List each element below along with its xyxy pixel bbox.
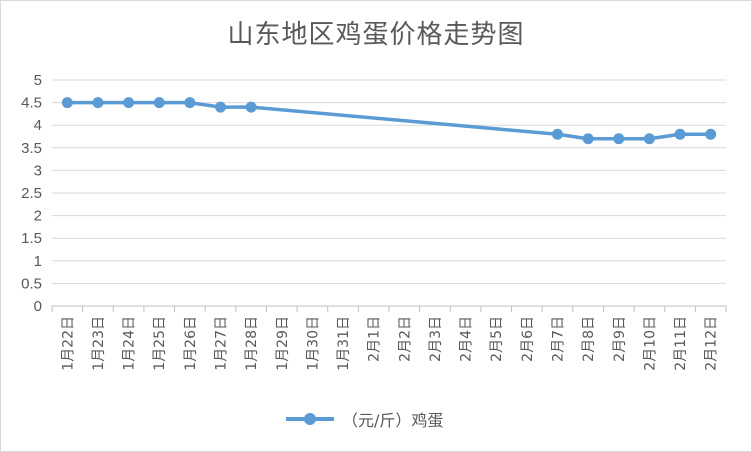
data-point [153,97,165,109]
x-tick-label: 1月23日 [91,316,107,371]
x-tick-label: 2月7日 [551,316,567,362]
x-tick-label: 2月11日 [673,316,689,371]
x-tick-label: 2月5日 [489,316,505,362]
data-point [92,97,104,109]
legend-label: （元/斤）鸡蛋 [342,411,444,430]
data-point [215,101,226,113]
data-point [643,133,655,145]
x-tick-label: 1月28日 [244,316,260,371]
series-layer [61,97,717,145]
data-point [245,101,257,113]
y-tick-label: 1.5 [21,230,42,247]
x-tick-label: 1月30日 [305,316,321,371]
y-tick-label: 2.5 [21,185,42,202]
chart-title: 山东地区鸡蛋价格走势图 [227,20,525,50]
y-tick-label: 3.5 [21,140,42,157]
y-tick-label: 4.5 [21,95,42,112]
y-tick-label: 5 [34,72,42,89]
x-tick-label: 1月29日 [275,316,291,371]
x-axis: 1月22日 1月23日 1月24日 1月25日 1月26日 1月27日 1月28日 1月29日… [51,305,727,371]
y-tick-label: 2 [34,208,42,225]
data-point [184,97,196,109]
legend: （元/斤）鸡蛋 [286,407,443,431]
x-tick-label: 1月22日 [60,316,76,371]
x-tick-label: 2月6日 [520,316,536,362]
data-point [552,128,563,140]
x-tick-label: 2月12日 [704,316,720,371]
x-tick-label: 1月25日 [152,316,168,371]
x-tick-label: 1月27日 [214,316,230,371]
y-tick-label: 4 [34,117,42,134]
x-tick-label: 2月3日 [428,316,444,362]
data-point [61,97,73,109]
x-tick-label: 2月9日 [612,316,628,362]
y-axis: 0 0.5 1 1.5 2 2.5 3 3.5 4 4.5 5 [21,72,42,315]
data-point [123,97,135,109]
gridlines [52,79,726,307]
data-point [613,133,625,145]
y-tick-label: 3 [34,162,42,179]
legend-swatch [286,411,334,427]
data-point [582,133,594,145]
data-point [705,128,717,140]
x-tick-label: 2月2日 [397,316,413,362]
y-tick-label: 1 [34,253,42,270]
x-tick-label: 1月24日 [122,316,138,371]
x-tick-label: 2月8日 [581,316,597,362]
x-tick-label: 2月1日 [367,316,383,362]
data-point [674,128,686,140]
x-tick-label: 2月4日 [459,316,475,362]
x-tick-label: 1月31日 [336,316,352,371]
x-tick-label: 2月10日 [642,316,658,371]
y-tick-label: 0.5 [21,275,42,292]
series-line [67,100,711,141]
x-tick-label: 1月26日 [183,316,199,371]
y-tick-label: 0 [34,298,42,315]
